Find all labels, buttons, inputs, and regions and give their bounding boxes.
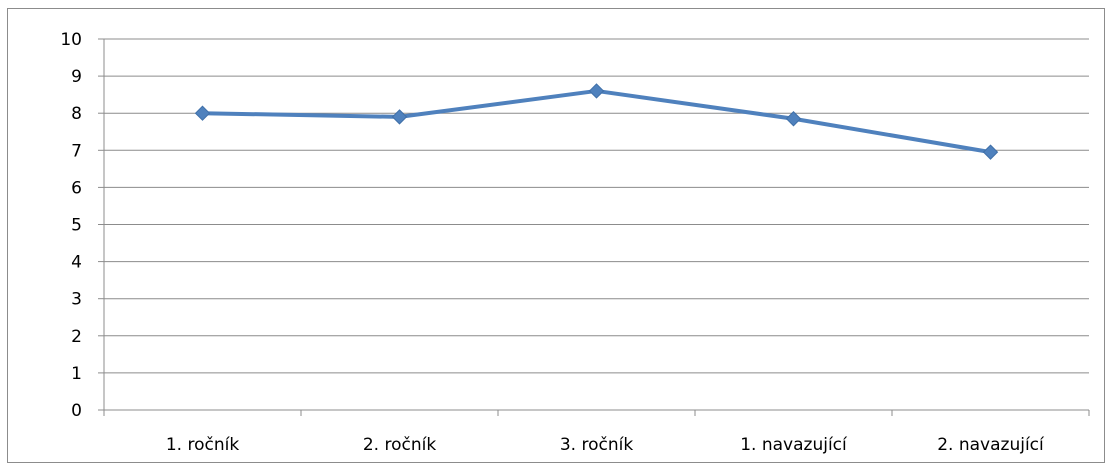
y-axis-tick-labels: 0 1 2 3 4 5 6 7 8 9 10 <box>60 30 82 421</box>
y-tick-label: 9 <box>71 67 82 87</box>
x-tick-label: 2. ročník <box>363 435 436 455</box>
line-chart: 0 1 2 3 4 5 6 7 8 9 10 1. ročník 2. ročník 3. ročník… <box>60 30 1090 455</box>
y-tick-label: 5 <box>71 216 82 236</box>
series <box>194 83 999 160</box>
y-tick-label: 0 <box>71 401 82 421</box>
y-tick-label: 1 <box>71 364 82 384</box>
y-tick-label: 3 <box>71 290 82 310</box>
gridlines <box>104 38 1089 374</box>
data-point-marker <box>391 109 408 125</box>
x-tick-label: 1. ročník <box>166 435 239 455</box>
x-axis-tick-labels: 1. ročník 2. ročník 3. ročník 1. navazující… <box>166 435 1045 455</box>
series-line <box>202 88 991 155</box>
x-tick-label: 1. navazující <box>740 435 848 455</box>
x-tick-label: 2. navazující <box>937 435 1045 455</box>
chart-frame: 0 1 2 3 4 5 6 7 8 9 10 1. ročník 2. ročník 3. ročník… <box>7 8 1105 463</box>
axes <box>98 38 1090 416</box>
y-tick-label: 4 <box>71 253 82 273</box>
data-point-marker <box>194 105 211 121</box>
x-tick-label: 3. ročník <box>560 435 633 455</box>
y-tick-label: 7 <box>71 141 82 161</box>
y-tick-label: 6 <box>71 178 82 198</box>
y-tick-label: 2 <box>71 327 82 347</box>
data-point-marker <box>588 83 605 99</box>
data-point-marker <box>982 144 999 160</box>
y-tick-label: 10 <box>60 30 82 50</box>
y-tick-label: 8 <box>71 104 82 124</box>
data-point-marker <box>785 111 802 127</box>
